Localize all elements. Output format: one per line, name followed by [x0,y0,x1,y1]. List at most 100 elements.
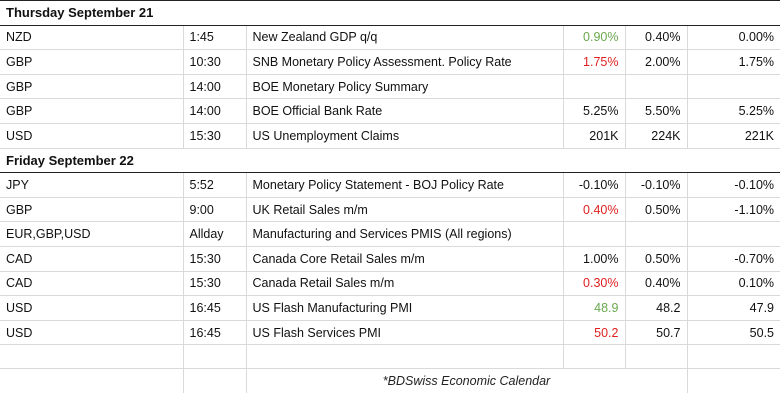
blank-cell [687,344,780,370]
calendar-source-note: *BDSwiss Economic Calendar [246,368,688,394]
time-cell: 15:30 [183,271,247,297]
forecast-value-cell: 0.40% [625,271,688,297]
actual-value-cell: -0.10% [563,172,626,198]
economic-calendar-table: Thursday September 21 NZD 1:45 New Zealand … [0,0,780,394]
forecast-value-cell: 224K [625,123,688,149]
actual-value-cell: 0.90% [563,25,626,51]
event-name-cell: US Unemployment Claims [246,123,564,149]
blank-cell [183,344,247,370]
currency-cell: JPY [0,172,184,198]
event-name-cell: SNB Monetary Policy Assessment. Policy R… [246,49,564,75]
forecast-value-cell: -0.10% [625,172,688,198]
event-row: USD 16:45 US Flash Manufacturing PMI 48.9 48… [0,295,780,321]
time-cell: Allday [183,221,247,247]
previous-value-cell: -0.10% [687,172,780,198]
event-row: GBP 14:00 BOE Monetary Policy Summary [0,74,780,100]
day-header-row: Thursday September 21 [0,0,780,26]
footer-blank-cell [687,369,780,394]
actual-value-cell: 1.75% [563,49,626,75]
previous-value-cell: 47.9 [687,295,780,321]
forecast-value-cell: 2.00% [625,49,688,75]
blank-cell [246,344,564,370]
day-header-row: Friday September 22 [0,147,780,174]
event-row: JPY 5:52 Monetary Policy Statement - BOJ P… [0,172,780,198]
currency-cell: NZD [0,25,184,51]
time-cell: 15:30 [183,123,247,149]
currency-cell: GBP [0,74,184,100]
time-cell: 14:00 [183,74,247,100]
actual-value-cell [563,74,626,100]
event-name-cell: New Zealand GDP q/q [246,25,564,51]
actual-value-cell: 0.40% [563,197,626,223]
actual-value-cell: 5.25% [563,98,626,124]
currency-cell: EUR,GBP,USD [0,221,184,247]
time-cell: 14:00 [183,98,247,124]
previous-value-cell: 221K [687,123,780,149]
actual-value-cell: 50.2 [563,320,626,346]
currency-cell: CAD [0,246,184,272]
day-title: Friday September 22 [0,147,780,174]
time-cell: 9:00 [183,197,247,223]
previous-value-cell: -0.70% [687,246,780,272]
event-row: USD 15:30 US Unemployment Claims 201K 224K 22… [0,123,780,149]
event-name-cell: BOE Official Bank Rate [246,98,564,124]
calendar-body: Thursday September 21 NZD 1:45 New Zealand … [0,0,780,394]
forecast-value-cell [625,74,688,100]
event-row: CAD 15:30 Canada Core Retail Sales m/m 1.00… [0,246,780,272]
time-cell: 16:45 [183,295,247,321]
event-row: NZD 1:45 New Zealand GDP q/q 0.90% 0.40% 0.00… [0,25,780,51]
currency-cell: USD [0,295,184,321]
previous-value-cell: 1.75% [687,49,780,75]
currency-cell: GBP [0,98,184,124]
previous-value-cell: 5.25% [687,98,780,124]
actual-value-cell: 48.9 [563,295,626,321]
time-cell: 15:30 [183,246,247,272]
currency-cell: USD [0,320,184,346]
event-name-cell: Canada Core Retail Sales m/m [246,246,564,272]
actual-value-cell: 1.00% [563,246,626,272]
actual-value-cell [563,221,626,247]
event-name-cell: Monetary Policy Statement - BOJ Policy R… [246,172,564,198]
time-cell: 16:45 [183,320,247,346]
currency-cell: CAD [0,271,184,297]
currency-cell: GBP [0,49,184,75]
blank-cell [625,344,688,370]
previous-value-cell [687,74,780,100]
event-row: EUR,GBP,USD Allday Manufacturing and Servi… [0,221,780,247]
event-name-cell: Canada Retail Sales m/m [246,271,564,297]
forecast-value-cell: 50.7 [625,320,688,346]
event-name-cell: US Flash Services PMI [246,320,564,346]
forecast-value-cell [625,221,688,247]
event-row: GBP 14:00 BOE Official Bank Rate 5.25% 5.50%… [0,98,780,124]
event-name-cell: BOE Monetary Policy Summary [246,74,564,100]
blank-cell [0,344,184,370]
forecast-value-cell: 0.50% [625,197,688,223]
blank-row [0,344,780,370]
previous-value-cell: -1.10% [687,197,780,223]
forecast-value-cell: 0.40% [625,25,688,51]
blank-cell [563,344,626,370]
event-row: USD 16:45 US Flash Services PMI 50.2 50.7 50.… [0,320,780,346]
actual-value-cell: 201K [563,123,626,149]
previous-value-cell: 50.5 [687,320,780,346]
time-cell: 10:30 [183,49,247,75]
time-cell: 5:52 [183,172,247,198]
footer-blank-cell [0,368,184,394]
footer-row: *BDSwiss Economic Calendar [0,368,780,394]
event-name-cell: Manufacturing and Services PMIS (All reg… [246,221,564,247]
forecast-value-cell: 0.50% [625,246,688,272]
event-row: CAD 15:30 Canada Retail Sales m/m 0.30% 0.40… [0,271,780,297]
event-row: GBP 9:00 UK Retail Sales m/m 0.40% 0.50% -1.1… [0,197,780,223]
actual-value-cell: 0.30% [563,271,626,297]
forecast-value-cell: 48.2 [625,295,688,321]
previous-value-cell: 0.00% [687,25,780,51]
previous-value-cell: 0.10% [687,271,780,297]
event-row: GBP 10:30 SNB Monetary Policy Assessment. … [0,49,780,75]
event-name-cell: US Flash Manufacturing PMI [246,295,564,321]
currency-cell: USD [0,123,184,149]
time-cell: 1:45 [183,25,247,51]
event-name-cell: UK Retail Sales m/m [246,197,564,223]
currency-cell: GBP [0,197,184,223]
forecast-value-cell: 5.50% [625,98,688,124]
footer-blank-cell [183,368,247,394]
